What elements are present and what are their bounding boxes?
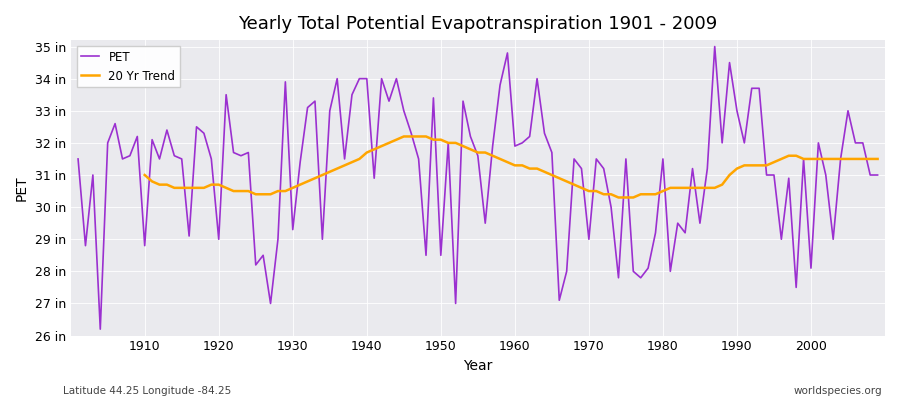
PET [709, 44, 720, 49]
PET [509, 144, 520, 148]
20 Yr Trend [850, 156, 860, 161]
Line: PET: PET [78, 46, 878, 329]
20 Yr Trend [280, 189, 291, 194]
Title: Yearly Total Potential Evapotranspiration 1901 - 2009: Yearly Total Potential Evapotranspiratio… [238, 15, 717, 33]
Line: 20 Yr Trend: 20 Yr Trend [145, 136, 877, 198]
20 Yr Trend [399, 134, 410, 139]
PET [302, 105, 313, 110]
20 Yr Trend [140, 173, 150, 178]
20 Yr Trend [583, 189, 594, 194]
PET [606, 205, 616, 210]
PET [73, 156, 84, 161]
PET [517, 140, 527, 145]
20 Yr Trend [310, 176, 320, 181]
Text: Latitude 44.25 Longitude -84.25: Latitude 44.25 Longitude -84.25 [63, 386, 231, 396]
Legend: PET, 20 Yr Trend: PET, 20 Yr Trend [76, 46, 180, 87]
Text: worldspecies.org: worldspecies.org [794, 386, 882, 396]
20 Yr Trend [525, 166, 535, 171]
PET [346, 92, 357, 97]
20 Yr Trend [613, 195, 624, 200]
Y-axis label: PET: PET [15, 175, 29, 201]
X-axis label: Year: Year [464, 359, 492, 373]
20 Yr Trend [872, 156, 883, 161]
PET [94, 327, 105, 332]
PET [872, 173, 883, 178]
PET [140, 243, 150, 248]
20 Yr Trend [828, 156, 839, 161]
